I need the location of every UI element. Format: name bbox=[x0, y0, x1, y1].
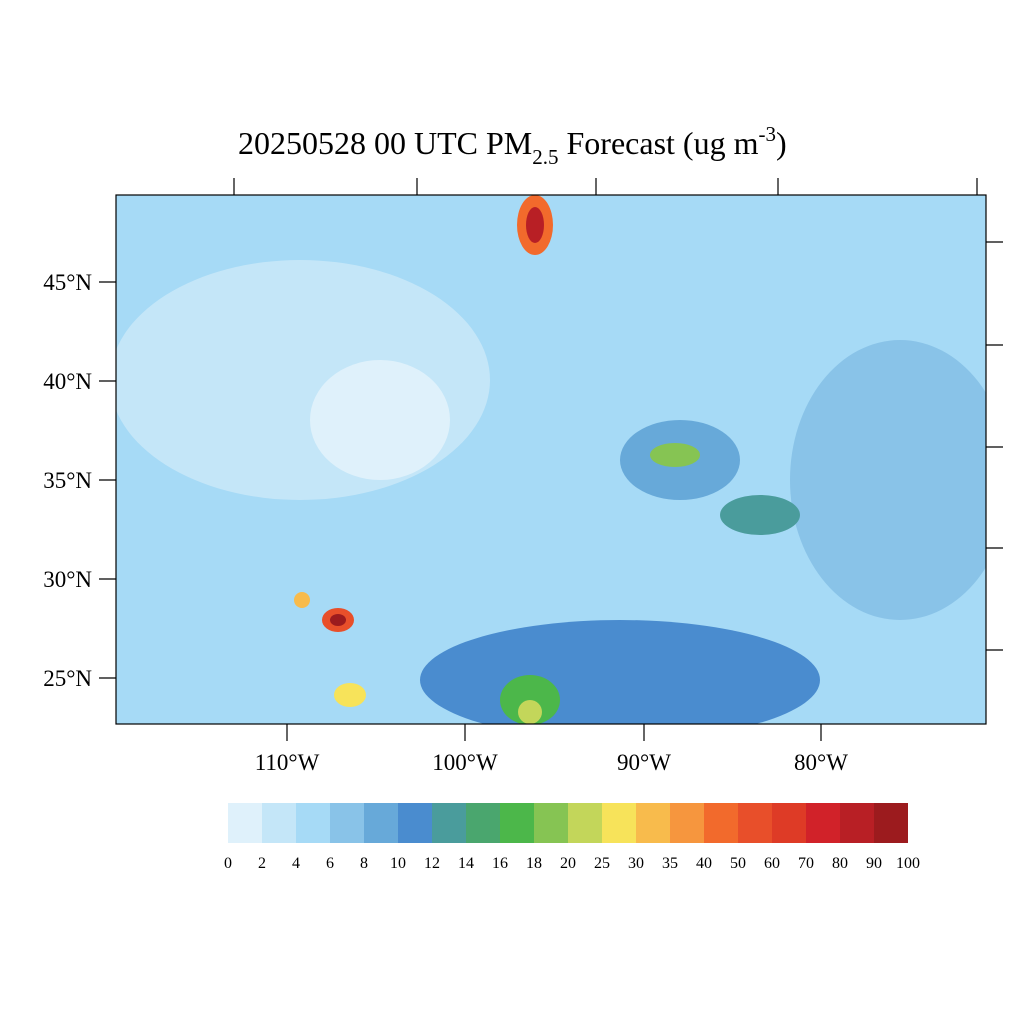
map-ticks bbox=[99, 178, 1003, 741]
colorbar-label: 40 bbox=[696, 855, 712, 872]
lat-label: 35°N bbox=[43, 468, 92, 493]
colorbar-box bbox=[364, 803, 398, 843]
colorbar-box bbox=[636, 803, 670, 843]
title-after: Forecast (ug m bbox=[559, 125, 759, 161]
colorbar-label: 60 bbox=[764, 855, 780, 872]
colorbar-box bbox=[806, 803, 840, 843]
colorbar-label: 0 bbox=[224, 855, 232, 872]
colorbar-box bbox=[398, 803, 432, 843]
lat-label: 25°N bbox=[43, 666, 92, 691]
colorbar-label: 25 bbox=[594, 855, 610, 872]
colorbar-box bbox=[840, 803, 874, 843]
colorbar-label: 10 bbox=[390, 855, 406, 872]
colorbar-box bbox=[330, 803, 364, 843]
colorbar-label: 16 bbox=[492, 855, 508, 872]
colorbar-label: 12 bbox=[424, 855, 440, 872]
title-end: ) bbox=[776, 125, 787, 161]
colorbar-label: 18 bbox=[526, 855, 542, 872]
colorbar-box bbox=[228, 803, 262, 843]
colorbar-label: 20 bbox=[560, 855, 576, 872]
colorbar-box bbox=[772, 803, 806, 843]
colorbar-box bbox=[262, 803, 296, 843]
colorbar-box bbox=[738, 803, 772, 843]
colorbar-label: 80 bbox=[832, 855, 848, 872]
colorbar-box bbox=[296, 803, 330, 843]
colorbar-box bbox=[466, 803, 500, 843]
title-sup: -3 bbox=[758, 122, 776, 146]
title: 20250528 00 UTC PM2.5 Forecast (ug m-3) bbox=[238, 122, 787, 169]
colorbar-box bbox=[602, 803, 636, 843]
map bbox=[99, 178, 1003, 741]
lat-label: 40°N bbox=[43, 369, 92, 394]
colorbar-label: 70 bbox=[798, 855, 814, 872]
lon-label: 100°W bbox=[432, 750, 498, 775]
colorbar-box bbox=[432, 803, 466, 843]
title-sub: 2.5 bbox=[532, 145, 558, 169]
colorbar-box bbox=[670, 803, 704, 843]
colorbar-box bbox=[704, 803, 738, 843]
colorbar-box bbox=[500, 803, 534, 843]
colorbar-label: 6 bbox=[326, 855, 334, 872]
lat-label: 30°N bbox=[43, 567, 92, 592]
colorbar-label: 2 bbox=[258, 855, 266, 872]
map-frame bbox=[115, 194, 987, 725]
map-field bbox=[116, 195, 986, 724]
colorbar-label: 8 bbox=[360, 855, 368, 872]
colorbar-label: 50 bbox=[730, 855, 746, 872]
colorbar-box bbox=[534, 803, 568, 843]
lon-label: 110°W bbox=[255, 750, 320, 775]
colorbar-label: 90 bbox=[866, 855, 882, 872]
colorbar-label: 100 bbox=[896, 855, 920, 872]
lon-label: 90°W bbox=[617, 750, 671, 775]
title-main: 20250528 00 UTC PM bbox=[238, 125, 532, 161]
colorbar-box bbox=[874, 803, 908, 843]
lon-label: 80°W bbox=[794, 750, 848, 775]
colorbar-label: 30 bbox=[628, 855, 644, 872]
lat-label: 45°N bbox=[43, 270, 92, 295]
colorbar-label: 14 bbox=[458, 855, 474, 872]
colorbar-label: 35 bbox=[662, 855, 678, 872]
colorbar-label: 4 bbox=[292, 855, 300, 872]
colorbar-box bbox=[568, 803, 602, 843]
